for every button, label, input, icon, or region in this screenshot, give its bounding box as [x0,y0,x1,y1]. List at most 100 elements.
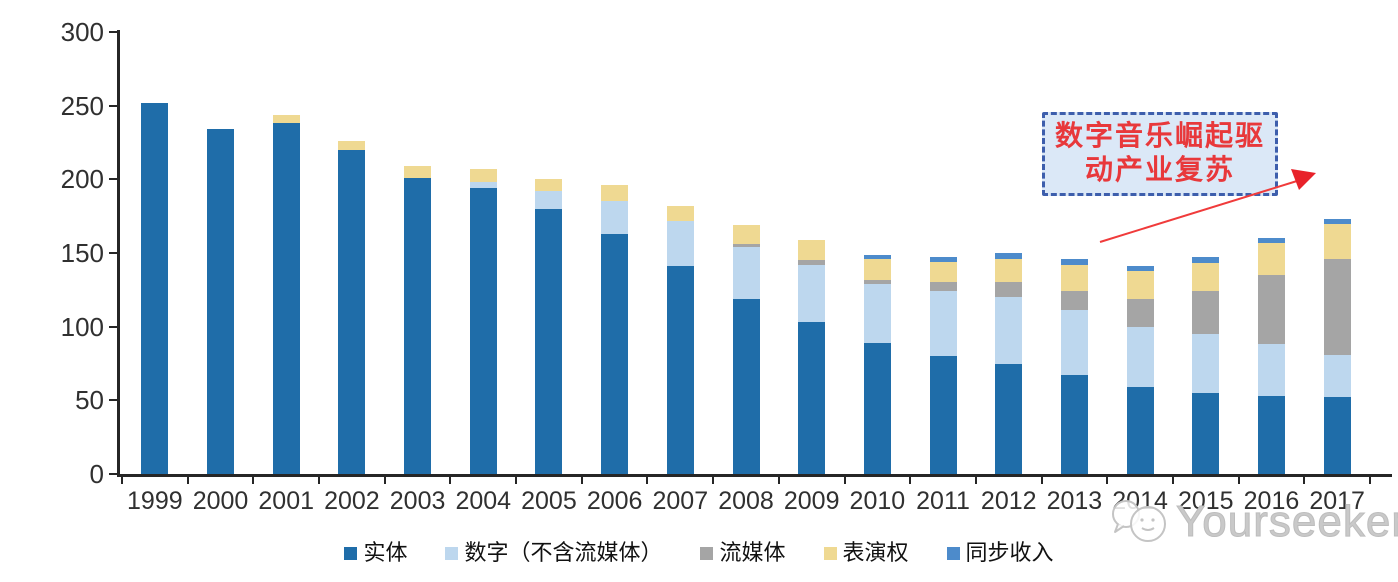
legend-swatch-icon [344,546,358,560]
chart-legend: 实体 数字（不含流媒体） 流媒体 表演权 同步收入 [0,541,1398,565]
watermark: Yourseeker [1108,496,1398,548]
bar-segment [1126,326,1154,388]
legend-label: 表演权 [842,540,909,565]
bar-segment [1126,298,1154,327]
x-tick-19 [1369,477,1371,484]
x-label-2012: 2012 [980,487,1037,515]
bar-segment [1257,242,1285,276]
bar-2016 [1257,238,1285,474]
bar-segment [535,191,563,209]
y-tick-0 [109,473,118,475]
bar-segment [141,102,169,474]
bar-segment [1126,387,1154,474]
bar-segment [601,185,629,202]
bar-segment [469,182,497,189]
bar-segment [732,225,760,245]
bar-2009 [798,239,826,474]
y-tick-300 [109,31,118,33]
bar-segment [863,279,891,284]
bar-segment [995,363,1023,474]
x-label-2010: 2010 [849,487,906,515]
x-tick-6 [515,477,518,484]
bar-segment [929,257,957,262]
bar-2004 [469,169,497,474]
bar-segment [404,166,432,178]
bar-segment [272,114,300,124]
x-tick-14 [1040,477,1043,484]
bar-segment [207,129,235,474]
legend-swatch-icon [700,546,714,560]
x-tick-2 [252,477,255,484]
bar-2006 [601,185,629,474]
x-label-2006: 2006 [586,487,643,515]
y-tick-label-150: 150 [60,238,104,268]
bar-segment [1192,257,1220,264]
bar-segment [1192,392,1220,474]
y-tick-50 [109,399,118,402]
bar-segment [1192,334,1220,393]
x-label-2004: 2004 [455,487,512,515]
bar-segment [1060,258,1088,265]
legend-item-0: 实体 [344,541,407,565]
bar-2007 [666,205,694,474]
x-label-2005: 2005 [521,487,577,515]
bar-segment [1257,395,1285,474]
bar-segment [1323,223,1351,259]
bar-segment [995,282,1023,298]
legend-label: 流媒体 [719,540,786,565]
legend-item-2: 流媒体 [700,540,786,565]
bar-2013 [1060,258,1088,474]
y-tick-label-100: 100 [60,311,104,342]
bar-2010 [863,254,891,474]
bar-segment [1060,310,1088,376]
bar-2000 [207,129,235,474]
legend-item-3: 表演权 [823,540,909,565]
bar-segment [995,258,1023,283]
bar-segment [863,258,891,280]
bar-segment [1257,344,1285,396]
bar-segment [929,261,957,283]
bar-segment [601,201,629,234]
bar-segment [1323,219,1351,224]
x-tick-10 [777,477,780,484]
y-tick-label-200: 200 [60,164,104,195]
x-label-2002: 2002 [324,487,380,515]
y-tick-250 [109,104,118,107]
legend-item-1: 数字（不含流媒体） [445,541,662,565]
x-label-2008: 2008 [718,487,774,515]
x-label-2000: 2000 [192,487,249,515]
bar-segment [732,298,760,474]
legend-label: 同步收入 [965,540,1054,565]
x-tick-7 [580,477,583,484]
speech-bubble-face-icon [1112,500,1166,542]
legend-label: 实体 [363,540,408,565]
x-tick-3 [318,477,321,484]
bar-segment [666,266,694,474]
y-tick-label-50: 50 [75,385,104,416]
x-tick-12 [909,477,912,484]
bar-segment [732,244,760,248]
bar-segment [601,233,629,474]
x-tick-5 [449,477,452,484]
x-tick-0 [121,477,123,484]
y-tick-100 [109,325,118,328]
bar-segment [1126,266,1154,271]
annotation-callout-box: 数字音乐崛起驱 动产业复苏 [1042,112,1278,196]
bar-segment [798,260,826,265]
x-label-1999: 1999 [127,487,183,515]
bar-segment [666,220,694,267]
x-label-2001: 2001 [258,487,315,515]
bar-segment [338,149,366,474]
bar-segment [929,282,957,292]
x-label-2017: 2017 [1309,487,1365,515]
bar-segment [863,342,891,474]
bar-segment [1323,354,1351,398]
x-tick-11 [843,477,846,484]
bar-segment [798,264,826,323]
y-tick-label-300: 300 [60,17,104,47]
bar-segment [1192,291,1220,335]
bar-segment [404,177,432,474]
x-label-2007: 2007 [652,487,709,515]
y-axis-line [117,30,120,477]
legend-label: 数字（不含流媒体） [464,540,663,565]
